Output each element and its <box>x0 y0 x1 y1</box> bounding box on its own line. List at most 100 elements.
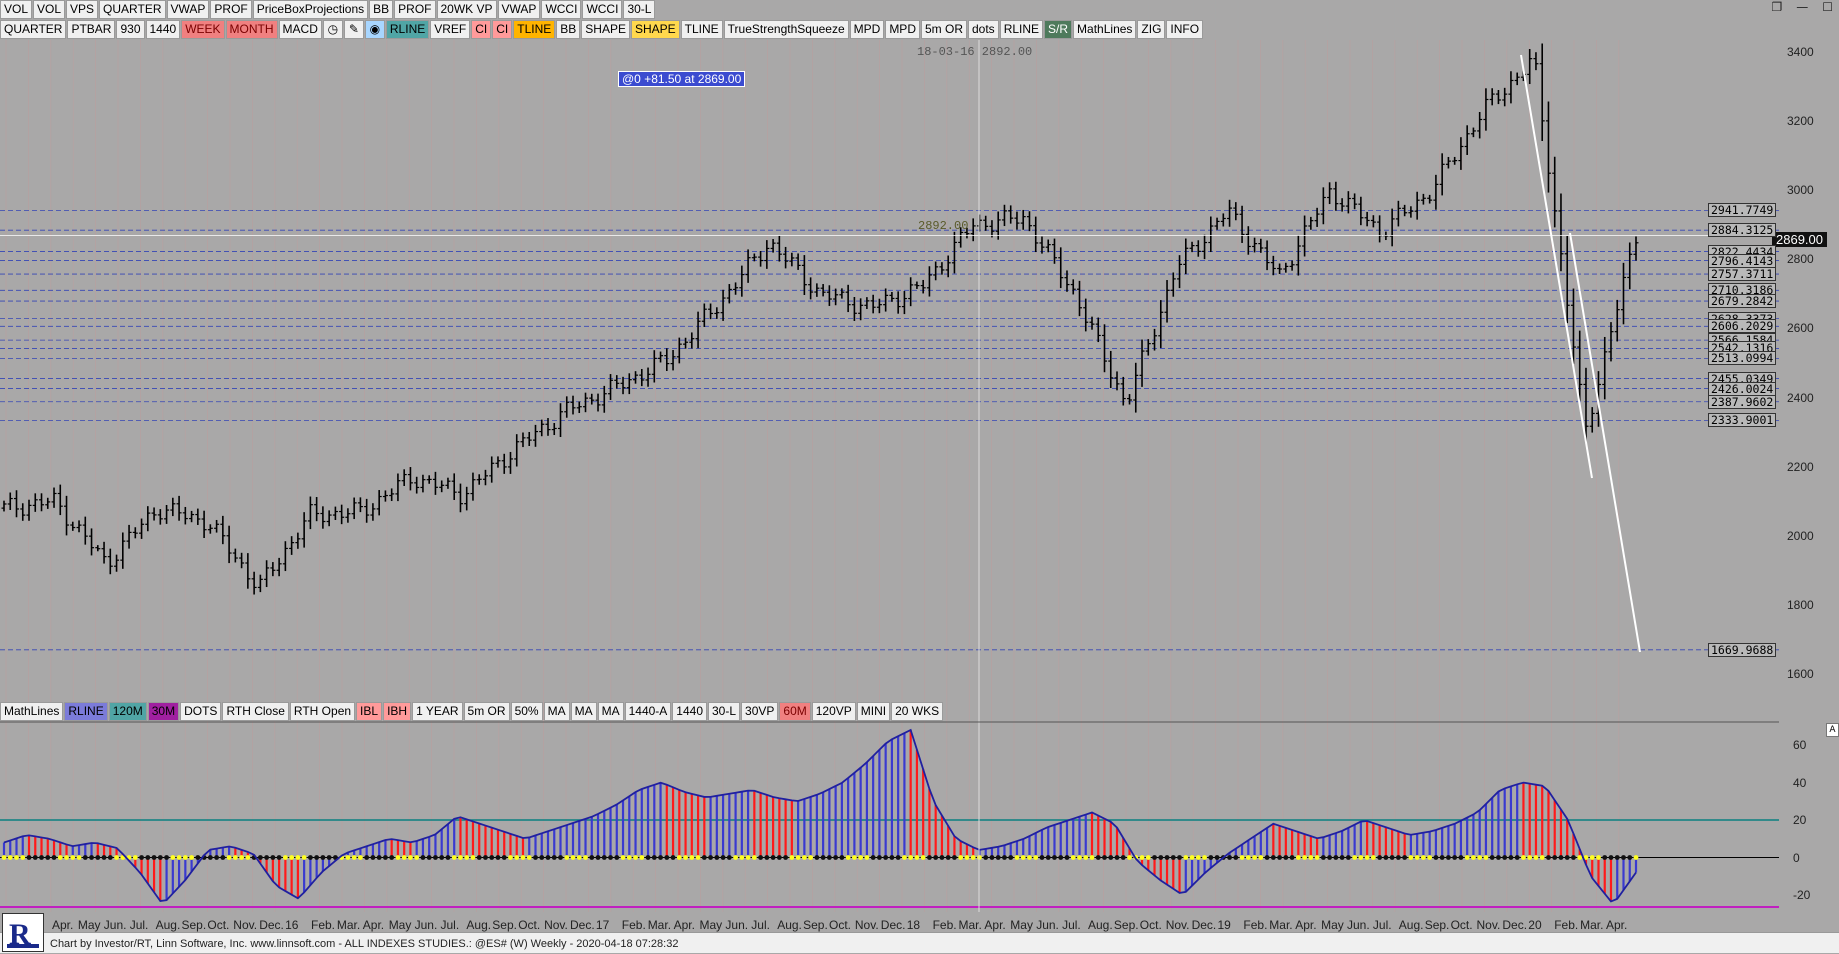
squeeze-dot <box>295 855 301 860</box>
time-tick-label: Jun. <box>414 918 438 932</box>
toolbar-button-60m[interactable]: 60M <box>779 702 811 721</box>
toolbar-button-macd[interactable]: MACD <box>278 20 322 39</box>
toolbar-button-20wk-vp[interactable]: 20WK VP <box>436 0 497 19</box>
toolbar-button-1440[interactable]: 1440 <box>145 20 181 39</box>
squeeze-dot <box>1583 855 1589 860</box>
toolbar-button-ma[interactable]: MA <box>543 702 570 721</box>
toolbar-button-ibl[interactable]: IBL <box>356 702 383 721</box>
svg-text:R: R <box>9 918 31 951</box>
toolbar-button-prof[interactable]: PROF <box>394 0 436 19</box>
toolbar-button-mpd[interactable]: MPD <box>885 20 920 39</box>
squeeze-dot <box>1045 855 1051 860</box>
toolbar-button-wcci[interactable]: WCCI <box>541 0 582 19</box>
toolbar-button-vps[interactable]: VPS <box>66 0 99 19</box>
toolbar-button-tline[interactable]: TLINE <box>513 20 556 39</box>
toolbar-button-quarter[interactable]: QUARTER <box>99 0 166 19</box>
current-price-tag: 2869.00 <box>1772 232 1827 247</box>
toolbar-button-1-year[interactable]: 1 YEAR <box>412 702 463 721</box>
time-tick-label: Jun. <box>1036 918 1059 932</box>
toolbar-button-s-r[interactable]: S/R <box>1044 20 1073 39</box>
price-tick-label: 1600 <box>1787 667 1814 681</box>
toolbar-button-info[interactable]: INFO <box>1166 20 1204 39</box>
clock-icon[interactable]: ◷ <box>322 20 343 39</box>
toolbar-button-30vp[interactable]: 30VP <box>741 702 779 721</box>
squeeze-dot <box>1195 855 1201 860</box>
toolbar-button-vwap[interactable]: VWAP <box>166 0 210 19</box>
toolbar-button-dots[interactable]: dots <box>968 20 999 39</box>
toolbar-button-dots[interactable]: DOTS <box>180 702 222 721</box>
toolbar-button-quarter[interactable]: QUARTER <box>0 20 67 39</box>
toolbar-button-rline[interactable]: RLINE <box>385 20 430 39</box>
toolbar-button-ci[interactable]: CI <box>492 20 513 39</box>
squeeze-dot <box>464 855 470 860</box>
toolbar-button-tline[interactable]: TLINE <box>680 20 723 39</box>
toolbar-button-ma[interactable]: MA <box>570 702 597 721</box>
autoscale-button[interactable]: A <box>1826 723 1839 737</box>
toolbar-button-20-wks[interactable]: 20 WKS <box>891 702 944 721</box>
squeeze-dot <box>32 855 38 860</box>
toolbar-button-rline[interactable]: RLINE <box>999 20 1044 39</box>
toolbar-button-wcci[interactable]: WCCI <box>582 0 623 19</box>
toolbar-button-shape[interactable]: SHAPE <box>630 20 680 39</box>
toolbar-button-5m-or[interactable]: 5m OR <box>920 20 967 39</box>
toolbar-button-vwap[interactable]: VWAP <box>497 0 541 19</box>
squeeze-dot <box>995 855 1001 860</box>
toolbar-button-mathlines[interactable]: MathLines <box>0 702 64 721</box>
price-chart[interactable] <box>0 0 1839 932</box>
toolbar-button-1440[interactable]: 1440 <box>672 702 707 721</box>
price-tick-label: 1800 <box>1787 597 1814 612</box>
time-tick-label: Feb. <box>621 918 646 932</box>
time-tick-label: Apr. <box>52 918 74 932</box>
toolbar-button-1440-a[interactable]: 1440-A <box>624 702 672 721</box>
toolbar-button-rth-close[interactable]: RTH Close <box>222 702 289 721</box>
toolbar-button-ibh[interactable]: IBH <box>383 702 412 721</box>
time-tick-label: Dec. <box>1191 918 1217 932</box>
toolbar-button-30-l[interactable]: 30-L <box>708 702 741 721</box>
toolbar-button-prof[interactable]: PROF <box>210 0 252 19</box>
squeeze-dot <box>1283 855 1289 860</box>
squeeze-dot <box>1033 855 1039 860</box>
toolbar-button-month[interactable]: MONTH <box>225 20 278 39</box>
toolbar-button-ptbar[interactable]: PTBAR <box>67 20 116 39</box>
toolbar-button-mathlines[interactable]: MathLines <box>1073 20 1137 39</box>
squeeze-dot <box>1564 855 1570 860</box>
restore-icon[interactable]: ❐ <box>1771 0 1783 14</box>
toolbar-button-shape[interactable]: SHAPE <box>581 20 630 39</box>
time-tick-label: Dec. <box>570 918 595 932</box>
squeeze-dot <box>1127 855 1132 860</box>
squeeze-dot <box>839 855 845 860</box>
toolbar-button-week[interactable]: WEEK <box>181 20 225 39</box>
toolbar-button-120m[interactable]: 120M <box>108 702 147 721</box>
toolbar-button-mpd[interactable]: MPD <box>849 20 885 39</box>
squeeze-dot <box>426 855 432 860</box>
toolbar-button-30-l[interactable]: 30-L <box>623 0 656 19</box>
toolbar-button-rth-open[interactable]: RTH Open <box>289 702 356 721</box>
toolbar-button-mini[interactable]: MINI <box>856 702 891 721</box>
toolbar-button-ma[interactable]: MA <box>597 702 624 721</box>
squeeze-dot <box>89 855 94 860</box>
pencil-icon[interactable]: ✎ <box>343 20 364 39</box>
toolbar-button-vol[interactable]: VOL <box>0 0 33 19</box>
toolbar-button-zig[interactable]: ZIG <box>1137 20 1166 39</box>
toolbar-button-bb[interactable]: BB <box>369 0 394 19</box>
toolbar-button-truestrengthsqueeze[interactable]: TrueStrengthSqueeze <box>723 20 849 39</box>
globe-icon[interactable]: ◉ <box>364 20 385 39</box>
minimize-icon[interactable]: — <box>1796 0 1809 14</box>
toolbar-button-priceboxprojections[interactable]: PriceBoxProjections <box>252 0 369 19</box>
toolbar-button-120vp[interactable]: 120VP <box>811 702 856 721</box>
squeeze-dot <box>1302 855 1307 860</box>
squeeze-dot <box>564 855 570 860</box>
squeeze-dot <box>1514 855 1520 860</box>
toolbar-button-ci[interactable]: CI <box>471 20 492 39</box>
squeeze-dot <box>351 855 357 860</box>
toolbar-button-bb[interactable]: BB <box>556 20 581 39</box>
toolbar-button-vref[interactable]: VREF <box>430 20 471 39</box>
toolbar-button-vol[interactable]: VOL <box>33 0 66 19</box>
toolbar-button-930[interactable]: 930 <box>116 20 145 39</box>
time-tick-label: Aug. <box>466 918 492 932</box>
toolbar-button-5m-or[interactable]: 5m OR <box>463 702 510 721</box>
toolbar-button-50[interactable]: 50% <box>510 702 543 721</box>
toolbar-button-rline[interactable]: RLINE <box>64 702 108 721</box>
maximize-icon[interactable]: ☐ <box>1822 0 1833 14</box>
toolbar-button-30m[interactable]: 30M <box>147 702 180 721</box>
